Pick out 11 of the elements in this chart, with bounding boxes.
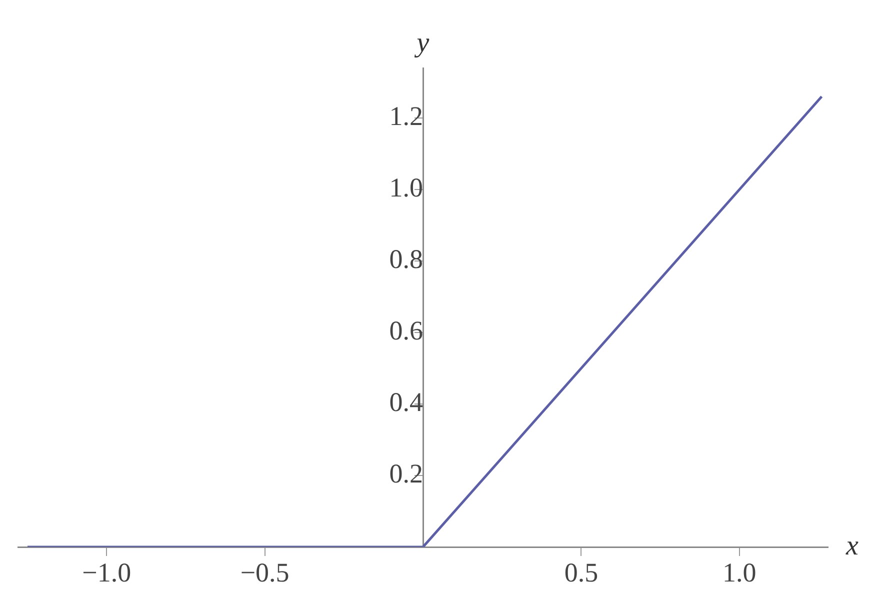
x-axis-title: x (845, 530, 859, 562)
y-tick-label: 1.2 (389, 101, 423, 132)
x-tick-label: 1.0 (722, 557, 756, 588)
x-tick-label: −1.0 (82, 557, 132, 588)
y-tick-label: 0.6 (389, 316, 423, 346)
y-tick-label: 0.2 (389, 458, 423, 489)
x-tick-label: −0.5 (240, 557, 290, 588)
x-tick-label: 0.5 (564, 557, 598, 588)
y-tick-label: 0.8 (389, 244, 423, 274)
y-axis-title: y (414, 27, 430, 58)
y-tick-label: 1.0 (389, 172, 423, 203)
